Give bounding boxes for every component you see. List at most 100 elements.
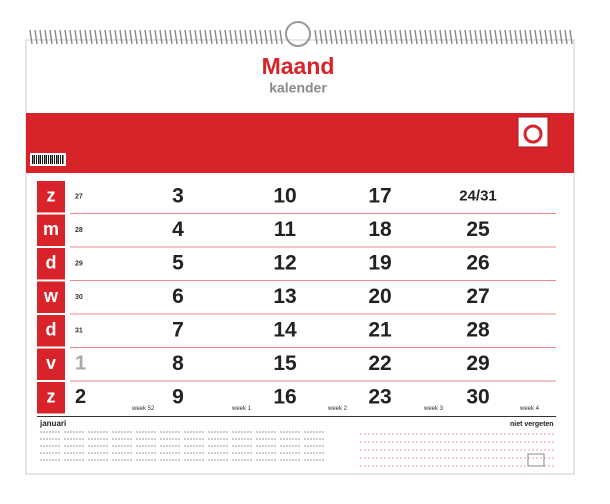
- date: 23: [368, 385, 391, 408]
- barcode-bar: [38, 155, 40, 164]
- weekday-box: [37, 382, 65, 414]
- spiral-loop: [39, 29, 43, 45]
- barcode-bar: [60, 155, 61, 164]
- barcode-bar: [62, 155, 64, 164]
- date: 14: [273, 318, 297, 341]
- previous-day: 27: [75, 194, 83, 201]
- spiral-loop: [549, 29, 553, 45]
- weekday-letter: d: [46, 320, 57, 340]
- spiral-loop: [259, 29, 263, 45]
- spiral-loop: [319, 29, 323, 45]
- barcode-bar: [32, 155, 34, 164]
- spiral-loop: [279, 29, 283, 45]
- previous-day: 30: [75, 294, 83, 301]
- weekday-letter: v: [46, 353, 56, 373]
- barcode-bar: [46, 155, 47, 164]
- spiral-loop: [479, 29, 483, 45]
- calendar-grid: z 27 3 10 17 24/31m 28 4 11 18 25d 29 5 12 19 26w 30 6 13 2…: [37, 181, 556, 417]
- weekday-box: [37, 315, 65, 347]
- spiral-loop: [129, 29, 133, 45]
- spiral-loop: [449, 29, 453, 45]
- spiral-loop: [519, 29, 523, 45]
- weekday-letter: m: [43, 219, 59, 239]
- weekday-box: [37, 281, 65, 313]
- spiral-loop: [354, 29, 358, 45]
- previous-day: 28: [75, 227, 83, 234]
- spiral-loop: [484, 29, 488, 45]
- spiral-loop: [344, 29, 348, 45]
- spiral-loop: [544, 29, 548, 45]
- date: 30: [466, 385, 489, 408]
- weekday-letter: z: [47, 387, 56, 407]
- spiral-loop: [329, 29, 333, 45]
- date: 28: [466, 318, 490, 341]
- spiral-loop: [54, 29, 58, 45]
- weekday-letter: z: [47, 186, 56, 206]
- spiral-loop: [559, 29, 563, 45]
- spiral-loop: [194, 29, 198, 45]
- date: 9: [172, 385, 184, 408]
- spiral-loop: [169, 29, 173, 45]
- spiral-loop: [204, 29, 208, 45]
- weekday-letter: w: [43, 286, 59, 306]
- spiral-loop: [409, 29, 413, 45]
- spiral-loop: [534, 29, 538, 45]
- spiral-loop: [209, 29, 213, 45]
- spiral-loop: [499, 29, 503, 45]
- date: 15: [273, 352, 297, 375]
- spiral-loop: [249, 29, 253, 45]
- spiral-loop: [144, 29, 148, 45]
- spiral-loop: [539, 29, 543, 45]
- spiral-loop: [399, 29, 403, 45]
- spiral-loop: [414, 29, 418, 45]
- spiral-loop: [44, 29, 48, 45]
- hanger: [285, 21, 311, 47]
- spiral-loop: [89, 29, 93, 45]
- weekday-box: [37, 181, 65, 213]
- date: 18: [368, 218, 392, 241]
- date: 27: [466, 285, 489, 308]
- title: Maand: [262, 53, 335, 79]
- spiral-loop: [264, 29, 268, 45]
- spiral-loop: [254, 29, 258, 45]
- barcode-bar: [34, 155, 35, 164]
- barcode: [30, 153, 66, 166]
- week-label: week 1: [231, 406, 252, 412]
- barcode-bar: [42, 155, 43, 164]
- spiral-loop: [489, 29, 493, 45]
- spiral-loop: [359, 29, 363, 45]
- spiral-loop: [184, 29, 188, 45]
- spiral-loop: [454, 29, 458, 45]
- spiral-loop: [189, 29, 193, 45]
- calendar-sheet: [25, 39, 575, 475]
- barcode-bar: [56, 155, 58, 164]
- date: 24/31: [459, 188, 497, 205]
- spiral-loop: [424, 29, 428, 45]
- spiral-loop: [99, 29, 103, 45]
- spiral-loop: [459, 29, 463, 45]
- date: 11: [274, 218, 297, 241]
- barcode-bar: [50, 155, 52, 164]
- spiral-loop: [269, 29, 273, 45]
- spiral-loop: [79, 29, 83, 45]
- spiral-loop: [114, 29, 118, 45]
- spiral-loop: [524, 29, 528, 45]
- date: 10: [273, 184, 296, 207]
- barcode-bar: [36, 155, 37, 164]
- date: 16: [273, 385, 296, 408]
- spiral-loop: [314, 29, 318, 45]
- spiral-loop: [179, 29, 183, 45]
- spiral-loop: [554, 29, 558, 45]
- weekday-box: [37, 248, 65, 280]
- spiral-loop: [199, 29, 203, 45]
- logo-mark: [523, 124, 543, 144]
- spiral-loop: [514, 29, 518, 45]
- date: 29: [466, 352, 489, 375]
- spiral-loop: [104, 29, 108, 45]
- previous-day: 29: [75, 261, 83, 268]
- date: 6: [172, 285, 184, 308]
- date: 17: [368, 184, 391, 207]
- spiral-loop: [439, 29, 443, 45]
- spiral-loop: [234, 29, 238, 45]
